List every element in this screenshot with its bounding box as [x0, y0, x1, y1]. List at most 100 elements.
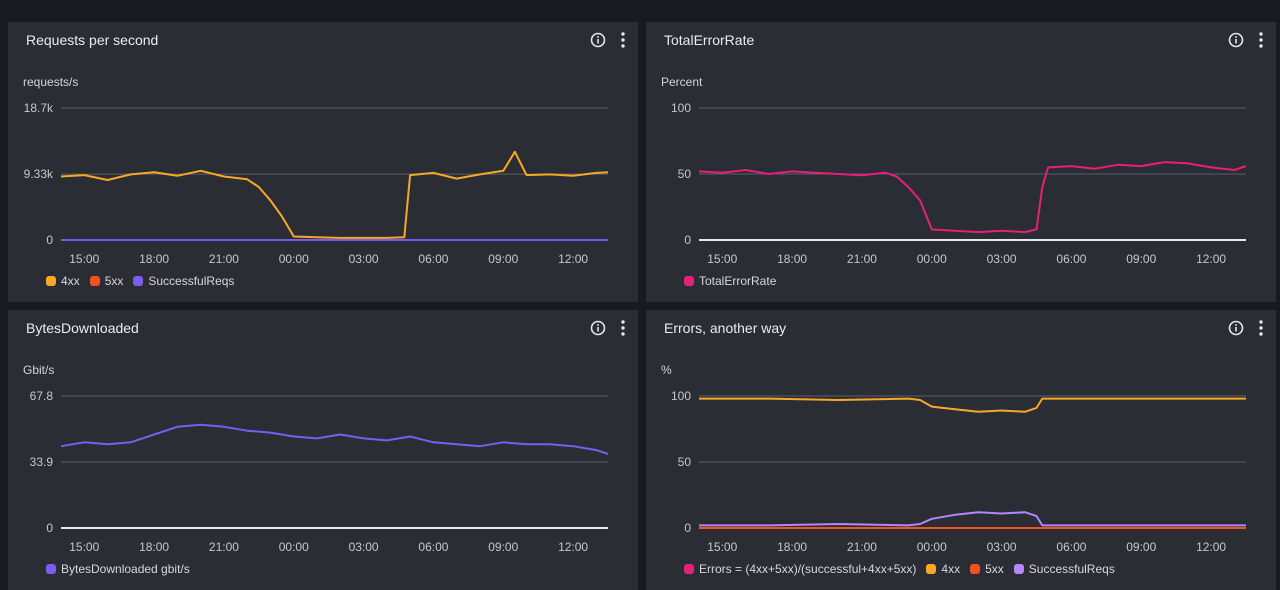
series-line[interactable]: [60, 150, 609, 239]
x-tick-label: 15:00: [707, 252, 737, 266]
series-line[interactable]: [60, 423, 609, 455]
chart-legend: 4xx 5xx SuccessfulReqs: [46, 274, 234, 288]
x-tick-label: 12:00: [1196, 540, 1226, 554]
x-tick-label: 12:00: [558, 540, 588, 554]
legend-label: Errors = (4xx+5xx)/(successful+4xx+5xx): [699, 562, 917, 576]
series-line[interactable]: [699, 511, 1246, 527]
vertical-dots-icon[interactable]: [616, 319, 630, 337]
x-tick-label: 21:00: [209, 540, 239, 554]
x-tick-label: 15:00: [69, 540, 99, 554]
x-tick-label: 09:00: [488, 540, 518, 554]
legend-label: 4xx: [941, 562, 961, 576]
x-tick-label: 00:00: [917, 540, 947, 554]
y-axis-label: Gbit/s: [23, 363, 54, 377]
x-tick-label: 15:00: [707, 540, 737, 554]
legend-swatch: [970, 564, 981, 574]
x-tick-label: 09:00: [1126, 252, 1156, 266]
series-line[interactable]: [699, 397, 1246, 413]
vertical-dots-icon[interactable]: [1254, 319, 1268, 337]
x-tick-label: 15:00: [69, 252, 99, 266]
y-tick-label: 0: [684, 233, 691, 247]
legend-label: BytesDownloaded gbit/s: [61, 562, 190, 576]
legend-label: TotalErrorRate: [699, 274, 777, 288]
y-tick-label: 50: [678, 167, 692, 181]
legend-swatch: [1013, 564, 1024, 574]
chart-legend: Errors = (4xx+5xx)/(successful+4xx+5xx) 4…: [684, 562, 1115, 576]
y-tick-label: 9.33k: [24, 167, 54, 181]
x-tick-label: 18:00: [139, 252, 169, 266]
x-tick-label: 21:00: [209, 252, 239, 266]
y-tick-label: 100: [671, 101, 691, 115]
legend-label: 4xx: [61, 274, 80, 288]
errors-another-way-panel: % 0 50 100 15:00 18:00 21:00 00:00 03:00 06:00 09:…: [646, 310, 1276, 590]
chart-legend: TotalErrorRate: [684, 274, 776, 288]
panel-title: Requests per second: [26, 32, 159, 48]
y-tick-label: 0: [684, 521, 691, 535]
x-tick-label: 03:00: [349, 540, 379, 554]
y-tick-label: 0: [46, 521, 53, 535]
legend-item[interactable]: TotalErrorRate: [684, 274, 776, 288]
legend-item[interactable]: 5xx: [89, 274, 124, 288]
y-tick-label: 18.7k: [24, 101, 54, 115]
info-circle-icon[interactable]: [1228, 320, 1244, 336]
x-tick-label: 00:00: [917, 252, 947, 266]
series-line[interactable]: [698, 161, 1247, 234]
total-error-rate-chart[interactable]: Percent 0 50 100 15:00 18:00 21:00 00:00 03:00 06…: [646, 22, 1276, 272]
bytes-downloaded-chart[interactable]: Gbit/s 0 33.9 67.8 15:00 18:00 21:00 00:00 03:00…: [8, 310, 638, 560]
x-tick-label: 18:00: [777, 252, 807, 266]
legend-label: 5xx: [104, 274, 124, 288]
errors-another-way-chart[interactable]: % 0 50 100 15:00 18:00 21:00 00:00 03:00 06:00 09:…: [646, 310, 1276, 560]
legend-swatch: [684, 564, 694, 574]
info-circle-icon[interactable]: [590, 32, 606, 48]
x-tick-label: 12:00: [1196, 252, 1226, 266]
y-tick-label: 33.9: [30, 455, 54, 469]
legend-item[interactable]: Errors = (4xx+5xx)/(successful+4xx+5xx): [684, 562, 916, 576]
y-axis-label: Percent: [661, 75, 703, 89]
legend-item[interactable]: BytesDownloaded gbit/s: [46, 562, 190, 576]
legend-swatch: [684, 276, 694, 286]
x-tick-label: 06:00: [1056, 252, 1086, 266]
requests-per-second-panel: requests/s 0 9.33k 18.7k 15:00 18:00 21:00 00:0…: [8, 22, 638, 302]
legend-item[interactable]: 5xx: [970, 562, 1004, 576]
vertical-dots-icon[interactable]: [616, 31, 630, 49]
info-circle-icon[interactable]: [590, 320, 606, 336]
x-tick-label: 03:00: [349, 252, 379, 266]
y-axis-label: %: [661, 363, 672, 377]
y-tick-label: 100: [671, 389, 691, 403]
vertical-dots-icon[interactable]: [1254, 31, 1268, 49]
x-tick-label: 03:00: [987, 252, 1017, 266]
legend-item[interactable]: 4xx: [926, 562, 960, 576]
legend-item[interactable]: SuccessfulReqs: [1013, 562, 1115, 576]
x-tick-label: 00:00: [279, 540, 309, 554]
legend-item[interactable]: SuccessfulReqs: [133, 274, 234, 288]
panel-title: TotalErrorRate: [664, 32, 755, 48]
total-error-rate-panel: Percent 0 50 100 15:00 18:00 21:00 00:00 03:00 06…: [646, 22, 1276, 302]
y-tick-label: 67.8: [30, 389, 54, 403]
requests-per-second-chart[interactable]: requests/s 0 9.33k 18.7k 15:00 18:00 21:00 00:0…: [8, 22, 638, 272]
x-tick-label: 12:00: [558, 252, 588, 266]
bytes-downloaded-panel: Gbit/s 0 33.9 67.8 15:00 18:00 21:00 00:00 03:00…: [8, 310, 638, 590]
y-tick-label: 0: [46, 233, 53, 247]
legend-label: SuccessfulReqs: [148, 274, 235, 288]
x-tick-label: 03:00: [987, 540, 1017, 554]
legend-swatch: [133, 276, 144, 286]
info-circle-icon[interactable]: [1228, 32, 1244, 48]
y-tick-label: 50: [678, 455, 692, 469]
legend-swatch: [89, 276, 100, 286]
x-tick-label: 21:00: [847, 540, 877, 554]
legend-item[interactable]: 4xx: [46, 274, 80, 288]
panel-title: Errors, another way: [664, 320, 787, 336]
x-tick-label: 06:00: [418, 252, 448, 266]
legend-swatch: [46, 276, 56, 286]
legend-label: 5xx: [985, 562, 1004, 576]
panel-title: BytesDownloaded: [26, 320, 139, 336]
legend-swatch: [46, 564, 56, 574]
legend-swatch: [926, 564, 937, 574]
x-tick-label: 18:00: [777, 540, 807, 554]
x-tick-label: 21:00: [847, 252, 877, 266]
x-tick-label: 09:00: [1126, 540, 1156, 554]
y-axis-label: requests/s: [23, 75, 78, 89]
x-tick-label: 18:00: [139, 540, 169, 554]
x-tick-label: 06:00: [1056, 540, 1086, 554]
x-tick-label: 09:00: [488, 252, 518, 266]
